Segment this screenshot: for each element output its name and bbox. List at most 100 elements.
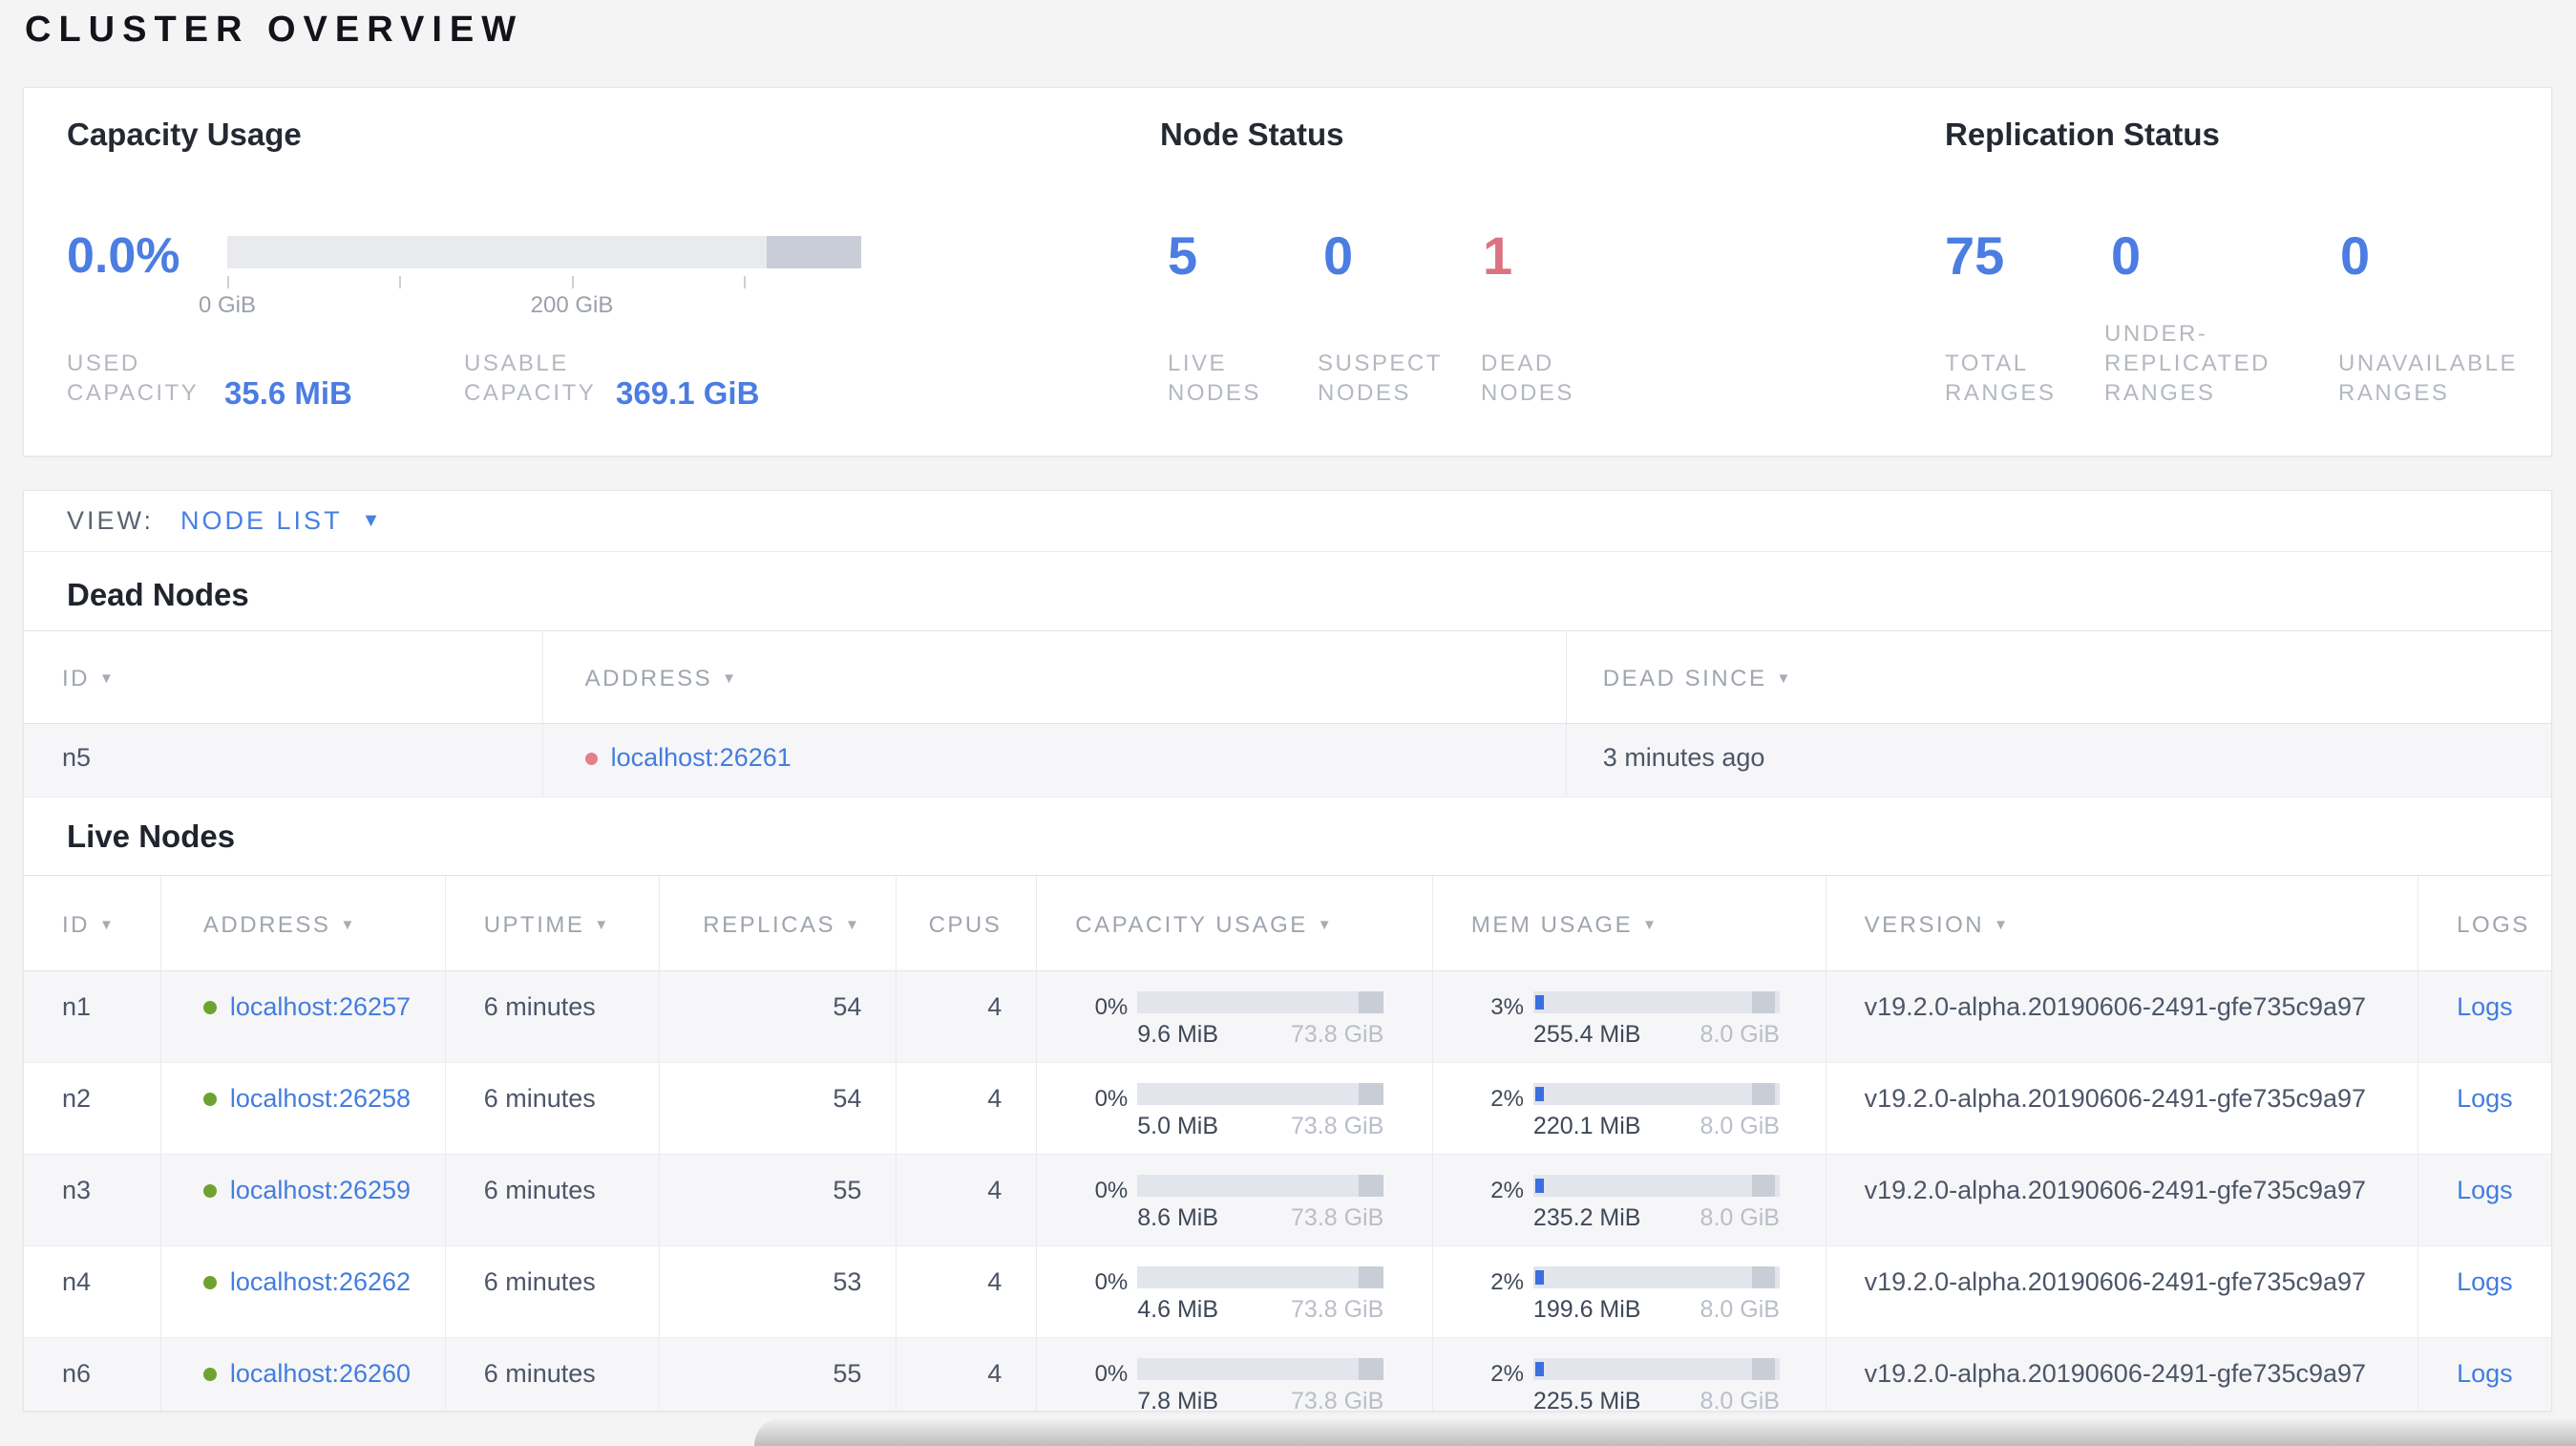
column-header-address[interactable]: ADDRESS ▼ bbox=[159, 876, 445, 970]
mem-bar-tail bbox=[1751, 991, 1775, 1013]
table-row: n1 localhost:26257 6 minutes 54 4 0% 9.6… bbox=[24, 971, 2551, 1063]
capacity-total-value: 73.8 GiB bbox=[1290, 1021, 1384, 1048]
version-cell: v19.2.0-alpha.20190606-2491-gfe735c9a97 bbox=[1825, 1155, 2418, 1245]
logs-link[interactable]: Logs bbox=[2457, 1267, 2513, 1296]
column-header-cpus[interactable]: CPUS bbox=[896, 876, 1036, 970]
under-replicated-ranges-count: 0 bbox=[2111, 225, 2142, 286]
node-address-link[interactable]: localhost:26262 bbox=[229, 1267, 412, 1296]
axis-tick bbox=[227, 276, 229, 288]
cpus-cell: 4 bbox=[896, 971, 1036, 1062]
mem-usage-cell: 3% 255.4 MiB 8.0 GiB bbox=[1431, 971, 1826, 1062]
used-capacity-label: USED CAPACITY bbox=[67, 351, 200, 406]
table-row: n3 localhost:26259 6 minutes 55 4 0% 8.6… bbox=[24, 1155, 2551, 1246]
node-id-cell: n6 bbox=[62, 1359, 92, 1388]
node-address-cell: localhost:26260 bbox=[159, 1338, 445, 1411]
uptime-cell: 6 minutes bbox=[444, 1155, 659, 1245]
logs-link[interactable]: Logs bbox=[2457, 1084, 2513, 1113]
mem-total-value: 8.0 GiB bbox=[1700, 1204, 1780, 1231]
node-address-cell: localhost:26257 bbox=[159, 971, 445, 1062]
node-address-link[interactable]: localhost:26259 bbox=[229, 1176, 412, 1204]
table-row: n2 localhost:26258 6 minutes 54 4 0% 5.0… bbox=[24, 1063, 2551, 1155]
version-cell: v19.2.0-alpha.20190606-2491-gfe735c9a97 bbox=[1825, 971, 2418, 1062]
column-header-id[interactable]: ID ▼ bbox=[62, 666, 116, 691]
node-id-cell: n4 bbox=[62, 1267, 92, 1296]
sort-desc-icon: ▼ bbox=[99, 917, 116, 933]
replicas-cell: 55 bbox=[658, 1155, 897, 1245]
capacity-usage-cell: 0% 5.0 MiB 73.8 GiB bbox=[1036, 1063, 1432, 1154]
column-header-version[interactable]: VERSION ▼ bbox=[1825, 876, 2418, 970]
sort-desc-icon: ▼ bbox=[1317, 917, 1335, 933]
logs-link[interactable]: Logs bbox=[2457, 992, 2513, 1021]
mem-used-value: 220.1 MiB bbox=[1532, 1113, 1641, 1139]
column-header-mem-usage[interactable]: MEM USAGE ▼ bbox=[1431, 876, 1826, 970]
capacity-bar-tail bbox=[1359, 1266, 1384, 1288]
sort-desc-icon: ▼ bbox=[1642, 917, 1659, 933]
mem-percent-label: 2% bbox=[1490, 1361, 1524, 1387]
logs-link[interactable]: Logs bbox=[2457, 1176, 2513, 1204]
suspect-nodes-label: SUSPECT NODES bbox=[1318, 351, 1443, 406]
version-cell: v19.2.0-alpha.20190606-2491-gfe735c9a97 bbox=[1825, 1338, 2418, 1411]
node-address-link[interactable]: localhost:26260 bbox=[229, 1359, 412, 1388]
capacity-bar-tail bbox=[1359, 1175, 1384, 1197]
replicas-cell: 55 bbox=[658, 1338, 897, 1411]
column-header-capacity-usage[interactable]: CAPACITY USAGE ▼ bbox=[1036, 876, 1432, 970]
axis-tick-label: 0 GiB bbox=[198, 292, 257, 318]
cpus-cell: 4 bbox=[896, 1155, 1036, 1245]
live-nodes-heading: Live Nodes bbox=[67, 819, 236, 854]
chevron-down-icon[interactable]: ▼ bbox=[361, 510, 381, 531]
replicas-cell: 54 bbox=[658, 971, 897, 1062]
page-bottom-shadow bbox=[754, 1417, 2576, 1446]
dead-node-row: n5 localhost:26261 3 minutes ago bbox=[24, 724, 2551, 797]
cluster-summary-card: Capacity Usage 0.0% 0 GiB 200 GiB USED C… bbox=[23, 87, 2552, 457]
sort-desc-icon: ▼ bbox=[844, 917, 862, 933]
uptime-cell: 6 minutes bbox=[444, 1338, 659, 1411]
node-id-cell: n3 bbox=[62, 1176, 92, 1204]
mem-total-value: 8.0 GiB bbox=[1700, 1296, 1780, 1323]
mem-total-value: 8.0 GiB bbox=[1700, 1021, 1780, 1048]
mem-used-value: 225.5 MiB bbox=[1532, 1388, 1641, 1411]
node-status-heading: Node Status bbox=[1160, 117, 1344, 152]
cpus-cell: 4 bbox=[896, 1338, 1036, 1411]
axis-tick bbox=[744, 276, 746, 288]
capacity-usage-bar bbox=[1137, 991, 1384, 1013]
mem-bar-tail bbox=[1751, 1175, 1775, 1197]
capacity-percent: 0.0% bbox=[67, 228, 180, 284]
total-ranges-count: 75 bbox=[1945, 225, 2005, 286]
table-row: n6 localhost:26260 6 minutes 55 4 0% 7.8… bbox=[24, 1338, 2551, 1411]
column-header-uptime[interactable]: UPTIME ▼ bbox=[444, 876, 659, 970]
sort-desc-icon: ▼ bbox=[1994, 917, 2011, 933]
live-nodes-table-body: n1 localhost:26257 6 minutes 54 4 0% 9.6… bbox=[24, 971, 2551, 1411]
usable-capacity-label: USABLE CAPACITY bbox=[464, 351, 597, 406]
capacity-percent-label: 0% bbox=[1094, 1178, 1129, 1203]
logs-link[interactable]: Logs bbox=[2457, 1359, 2513, 1388]
replicas-cell: 53 bbox=[658, 1246, 897, 1337]
table-row: n4 localhost:26262 6 minutes 53 4 0% 4.6… bbox=[24, 1246, 2551, 1338]
mem-usage-bar bbox=[1532, 1083, 1780, 1105]
column-header-replicas[interactable]: REPLICAS ▼ bbox=[658, 876, 897, 970]
dead-nodes-label: DEAD NODES bbox=[1481, 351, 1574, 406]
node-address-link[interactable]: localhost:26258 bbox=[229, 1084, 412, 1113]
uptime-cell: 6 minutes bbox=[444, 1063, 659, 1154]
column-header-id[interactable]: ID ▼ bbox=[62, 912, 116, 938]
column-header-dead-since[interactable]: DEAD SINCE ▼ bbox=[1565, 631, 2551, 723]
live-nodes-label: LIVE NODES bbox=[1168, 351, 1261, 406]
capacity-usage-cell: 0% 4.6 MiB 73.8 GiB bbox=[1036, 1246, 1432, 1337]
capacity-usage-bar bbox=[227, 236, 861, 268]
capacity-percent-label: 0% bbox=[1094, 1269, 1129, 1295]
capacity-bar-tail bbox=[767, 236, 861, 268]
node-address-link[interactable]: localhost:26261 bbox=[610, 743, 792, 772]
node-id-cell: n2 bbox=[62, 1084, 92, 1113]
version-cell: v19.2.0-alpha.20190606-2491-gfe735c9a97 bbox=[1825, 1246, 2418, 1337]
column-header-address[interactable]: ADDRESS ▼ bbox=[541, 631, 1566, 723]
live-nodes-table-header: ID ▼ ADDRESS ▼ UPTIME ▼ REPLICAS ▼ CPUS CAPA… bbox=[24, 875, 2551, 971]
sort-desc-icon: ▼ bbox=[340, 917, 357, 933]
view-dropdown[interactable]: NODE LIST bbox=[180, 506, 343, 535]
capacity-usage-heading: Capacity Usage bbox=[67, 117, 302, 152]
node-address-link[interactable]: localhost:26257 bbox=[229, 992, 412, 1021]
capacity-percent-label: 0% bbox=[1094, 994, 1129, 1020]
mem-bar-fill bbox=[1534, 1179, 1544, 1193]
capacity-bar-tail bbox=[1359, 991, 1384, 1013]
live-status-dot-icon bbox=[202, 1368, 217, 1381]
sort-desc-icon: ▼ bbox=[594, 917, 611, 933]
total-ranges-label: TOTAL RANGES bbox=[1945, 351, 2057, 406]
